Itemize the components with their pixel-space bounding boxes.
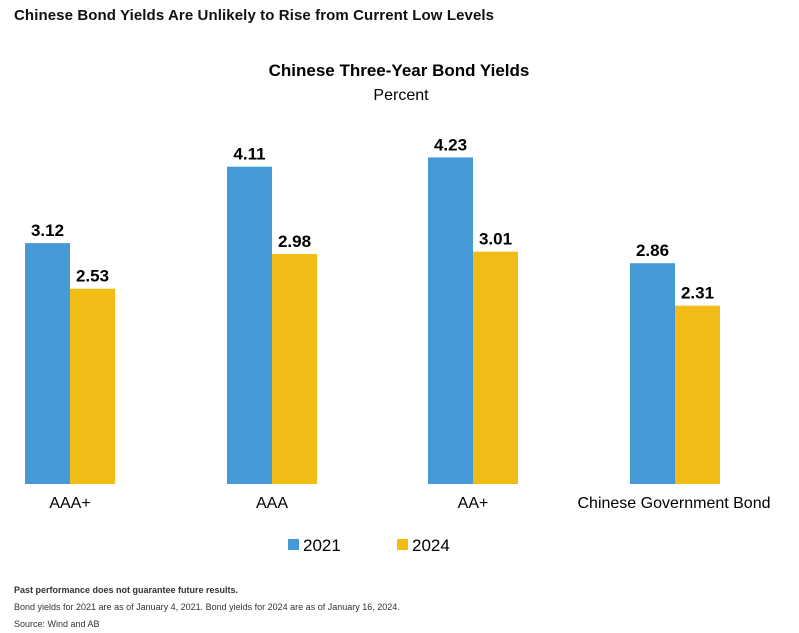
- value-label-2024-1: 2.98: [278, 232, 311, 251]
- category-label-0: AAA+: [49, 495, 90, 512]
- value-label-2021-2: 4.23: [434, 135, 467, 154]
- page-heading: Chinese Bond Yields Are Unlikely to Rise…: [14, 7, 495, 24]
- chart-subtitle: Percent: [373, 87, 429, 104]
- chart-title: Chinese Three-Year Bond Yields: [269, 61, 530, 80]
- bar-2024-3: [675, 305, 720, 484]
- category-label-1: AAA: [256, 495, 288, 512]
- legend-swatch-2021: [288, 539, 299, 550]
- bar-2021-3: [630, 263, 675, 484]
- bar-2021-2: [428, 157, 473, 484]
- bar-2024-0: [70, 288, 115, 484]
- footer-note: Bond yields for 2021 are as of January 4…: [14, 602, 400, 612]
- bar-2021-1: [227, 166, 272, 484]
- value-label-2024-0: 2.53: [76, 267, 109, 286]
- category-label-3: Chinese Government Bond: [578, 495, 771, 512]
- legend-swatch-2024: [397, 539, 408, 550]
- value-label-2024-2: 3.01: [479, 230, 512, 249]
- value-label-2021-0: 3.12: [31, 221, 64, 240]
- bar-2024-1: [272, 253, 317, 484]
- value-label-2021-1: 4.11: [233, 145, 265, 164]
- footer-disclaimer: Past performance does not guarantee futu…: [14, 585, 239, 595]
- footer-source: Source: Wind and AB: [14, 619, 100, 629]
- bar-2021-0: [25, 243, 70, 484]
- legend-label-2024: 2024: [412, 536, 450, 555]
- value-label-2024-3: 2.31: [681, 284, 714, 303]
- bar-chart: Chinese Three-Year Bond Yields Percent 3…: [25, 61, 771, 555]
- legend-label-2021: 2021: [303, 536, 341, 555]
- bar-2024-2: [473, 251, 518, 484]
- value-label-2021-3: 2.86: [636, 241, 669, 260]
- category-label-2: AA+: [458, 495, 489, 512]
